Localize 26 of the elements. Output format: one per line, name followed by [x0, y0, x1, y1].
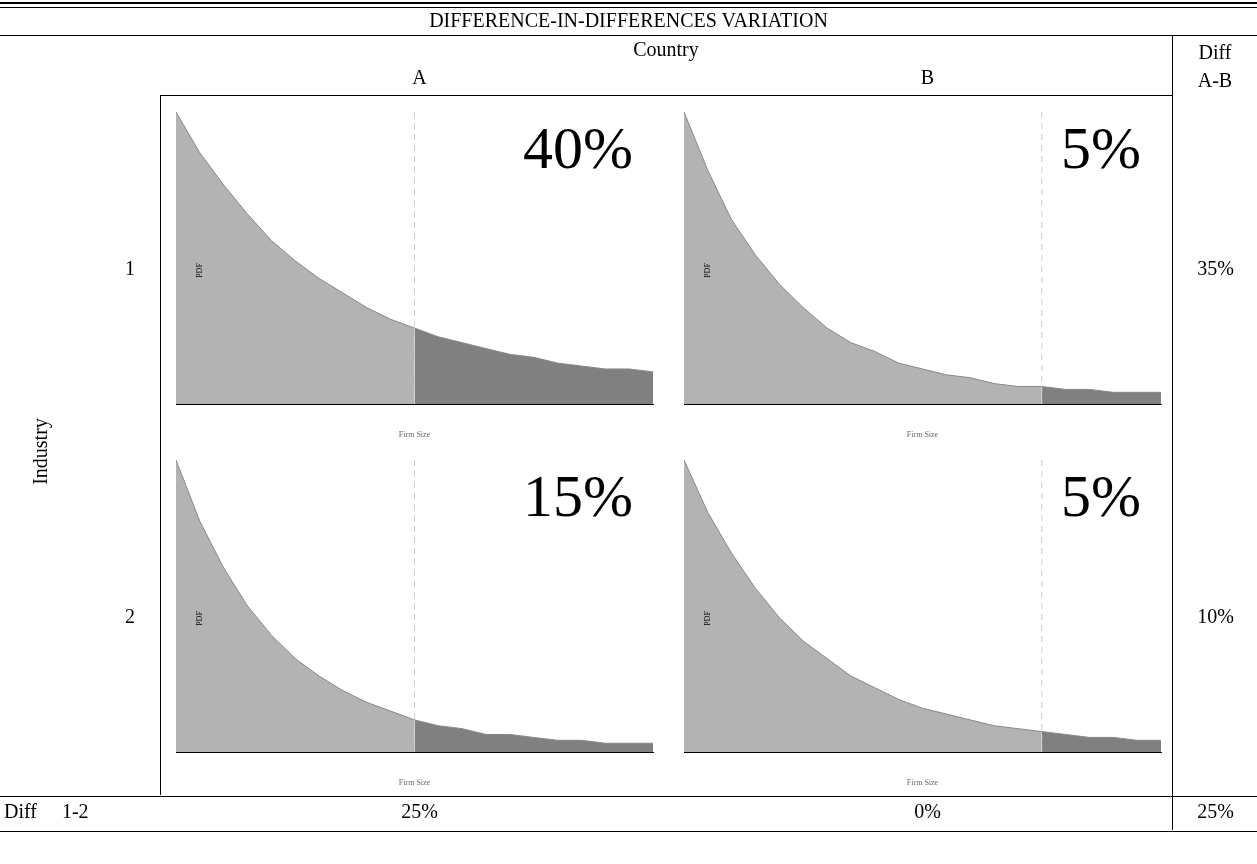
x-axis-title: Firm Size: [906, 778, 939, 788]
text: DIFFERENCE-IN-DIFFERENCES VARIATION: [428, 9, 829, 32]
y-axis-title: PDF: [702, 263, 712, 278]
y-axis-title: PDF: [702, 611, 712, 626]
category-label: B: [919, 66, 936, 89]
x-axis-title: Firm Size: [398, 430, 431, 440]
text: 25%: [400, 800, 439, 823]
text: 10%: [1196, 605, 1235, 628]
x-axis-title: Firm Size: [906, 430, 939, 440]
category-label: Diff A-B: [1196, 40, 1234, 93]
annotation: 40%: [523, 114, 633, 181]
category-label: 2: [125, 605, 135, 627]
category-label: A: [411, 66, 428, 89]
text: Industry: [28, 417, 52, 487]
annotation: 5%: [1061, 462, 1141, 529]
text: 0%: [913, 800, 942, 823]
category-label: 1: [125, 257, 135, 279]
y-axis-title: PDF: [194, 263, 204, 278]
x-axis-title: Firm Size: [398, 778, 431, 788]
text: 25%: [1196, 800, 1235, 823]
text: Country: [632, 38, 700, 61]
category-label: Diff 1-2: [4, 800, 89, 822]
text: 35%: [1196, 257, 1235, 280]
y-axis-title: PDF: [194, 611, 204, 626]
annotation: 15%: [523, 462, 633, 529]
annotation: 5%: [1061, 114, 1141, 181]
